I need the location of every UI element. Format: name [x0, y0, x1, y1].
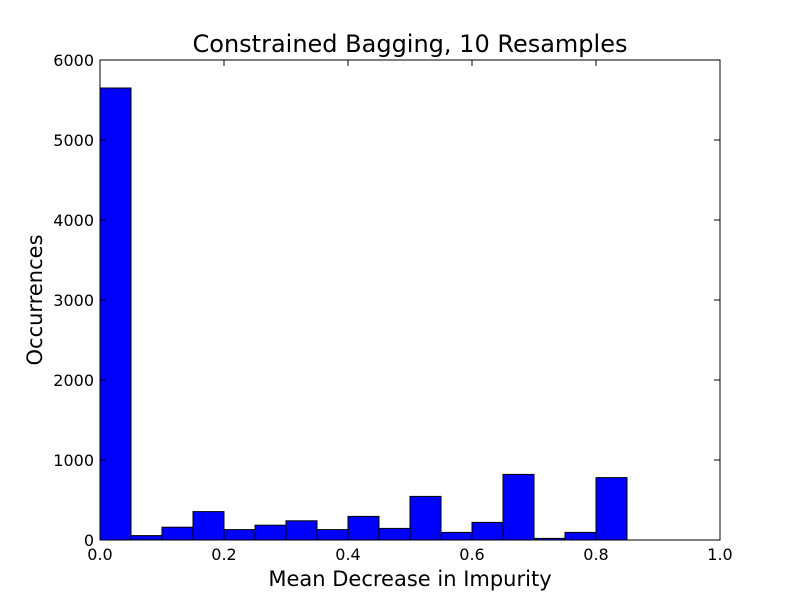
chart-title: Constrained Bagging, 10 Resamples [193, 30, 628, 58]
histogram-bar [254, 524, 287, 541]
histogram-bar [347, 515, 380, 541]
histogram-bar [471, 521, 504, 541]
y-tick-labels: 0 1000 2000 3000 4000 5000 6000 [53, 51, 94, 550]
histogram-bar [161, 526, 194, 541]
histogram-bar [192, 511, 225, 541]
x-tick-label: 0.0 [87, 545, 112, 564]
histogram-bar [378, 527, 411, 541]
x-tick-label: 0.2 [211, 545, 236, 564]
y-tick-label: 1000 [53, 451, 94, 470]
y-tick-label: 6000 [53, 51, 94, 70]
y-tick-label: 2000 [53, 371, 94, 390]
histogram-bar [223, 529, 256, 541]
plot-frame [99, 59, 721, 541]
x-tick-label: 0.8 [583, 545, 608, 564]
histogram-bars [99, 87, 628, 541]
x-axis-label: Mean Decrease in Impurity [268, 567, 551, 591]
axis-ticks [99, 59, 721, 541]
histogram-bar [409, 495, 442, 541]
histogram-bar [99, 87, 132, 541]
y-tick-label: 5000 [53, 131, 94, 150]
histogram-bar [564, 531, 597, 541]
x-tick-label: 0.6 [459, 545, 484, 564]
histogram-bar [285, 520, 318, 541]
x-tick-label: 1.0 [707, 545, 732, 564]
y-tick-label: 0 [84, 531, 94, 550]
histogram-bar [595, 477, 628, 541]
histogram-bar [130, 535, 163, 541]
x-tick-label: 0.4 [335, 545, 360, 564]
y-axis-label: Occurrences [23, 234, 47, 365]
histogram-bar [316, 529, 349, 541]
y-tick-label: 4000 [53, 211, 94, 230]
histogram-bar [502, 473, 535, 541]
y-tick-label: 3000 [53, 291, 94, 310]
histogram-bar [440, 531, 473, 541]
x-tick-labels: 0.0 0.2 0.4 0.6 0.8 1.0 [87, 545, 732, 564]
